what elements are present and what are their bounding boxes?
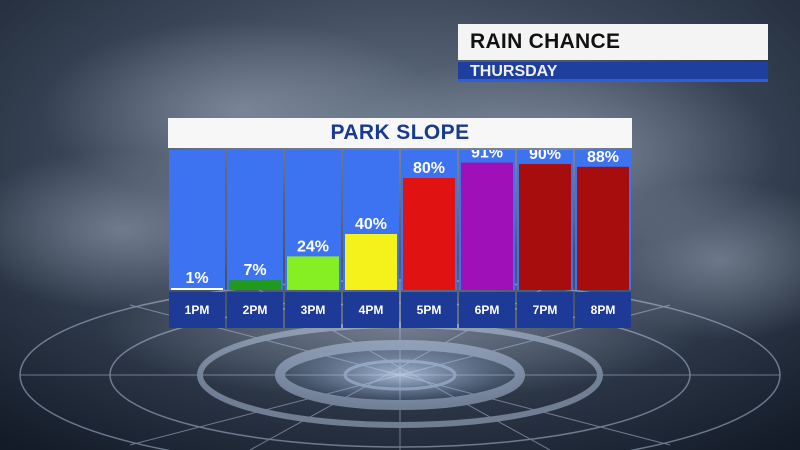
hour-label-6pm: 6PM [475, 303, 500, 317]
bar-2pm [229, 280, 281, 290]
hour-label-3pm: 3PM [301, 303, 326, 317]
bar-1pm [171, 288, 223, 290]
bar-5pm [403, 178, 455, 290]
value-label-8pm: 88% [587, 150, 619, 166]
title-box: RAIN CHANCE THURSDAY [458, 24, 768, 82]
hour-band-3pm [285, 292, 341, 328]
value-label-4pm: 40% [355, 216, 387, 233]
hour-band-4pm [343, 292, 399, 328]
value-label-6pm: 91% [471, 150, 503, 162]
bar-7pm [519, 164, 571, 290]
value-label-7pm: 90% [529, 150, 561, 163]
day-subtitle: THURSDAY [458, 62, 768, 82]
value-label-1pm: 1% [185, 270, 208, 287]
bar-8pm [577, 166, 629, 290]
hour-label-2pm: 2PM [243, 303, 268, 317]
value-label-5pm: 80% [413, 160, 445, 177]
hour-band-8pm [575, 292, 631, 328]
location-title: PARK SLOPE [168, 118, 632, 148]
hour-label-7pm: 7PM [533, 303, 558, 317]
hour-label-5pm: 5PM [417, 303, 442, 317]
hour-band-1pm [169, 292, 225, 328]
chart-title: RAIN CHANCE [458, 24, 768, 60]
hour-band-2pm [227, 292, 283, 328]
hour-band-5pm [401, 292, 457, 328]
hour-label-4pm: 4PM [359, 303, 384, 317]
rain-chance-bar-chart: 1% 1PM 7% 2PM 24% 3PM 40% 4PM 80% 5PM 91% 6PM 90% 7PM… [169, 150, 631, 328]
column-bg-1pm [169, 150, 225, 290]
value-label-3pm: 24% [297, 238, 329, 255]
hour-band-7pm [517, 292, 573, 328]
value-label-2pm: 7% [243, 262, 266, 279]
hour-label-8pm: 8PM [591, 303, 616, 317]
bar-4pm [345, 234, 397, 290]
bar-6pm [461, 162, 513, 290]
bar-3pm [287, 256, 339, 290]
column-bg-2pm [227, 150, 283, 290]
hour-band-6pm [459, 292, 515, 328]
chart-panel: PARK SLOPE 1% 1PM 7% 2PM 24% 3PM 40% 4PM 80% 5PM 9… [168, 118, 632, 330]
hour-label-1pm: 1PM [185, 303, 210, 317]
